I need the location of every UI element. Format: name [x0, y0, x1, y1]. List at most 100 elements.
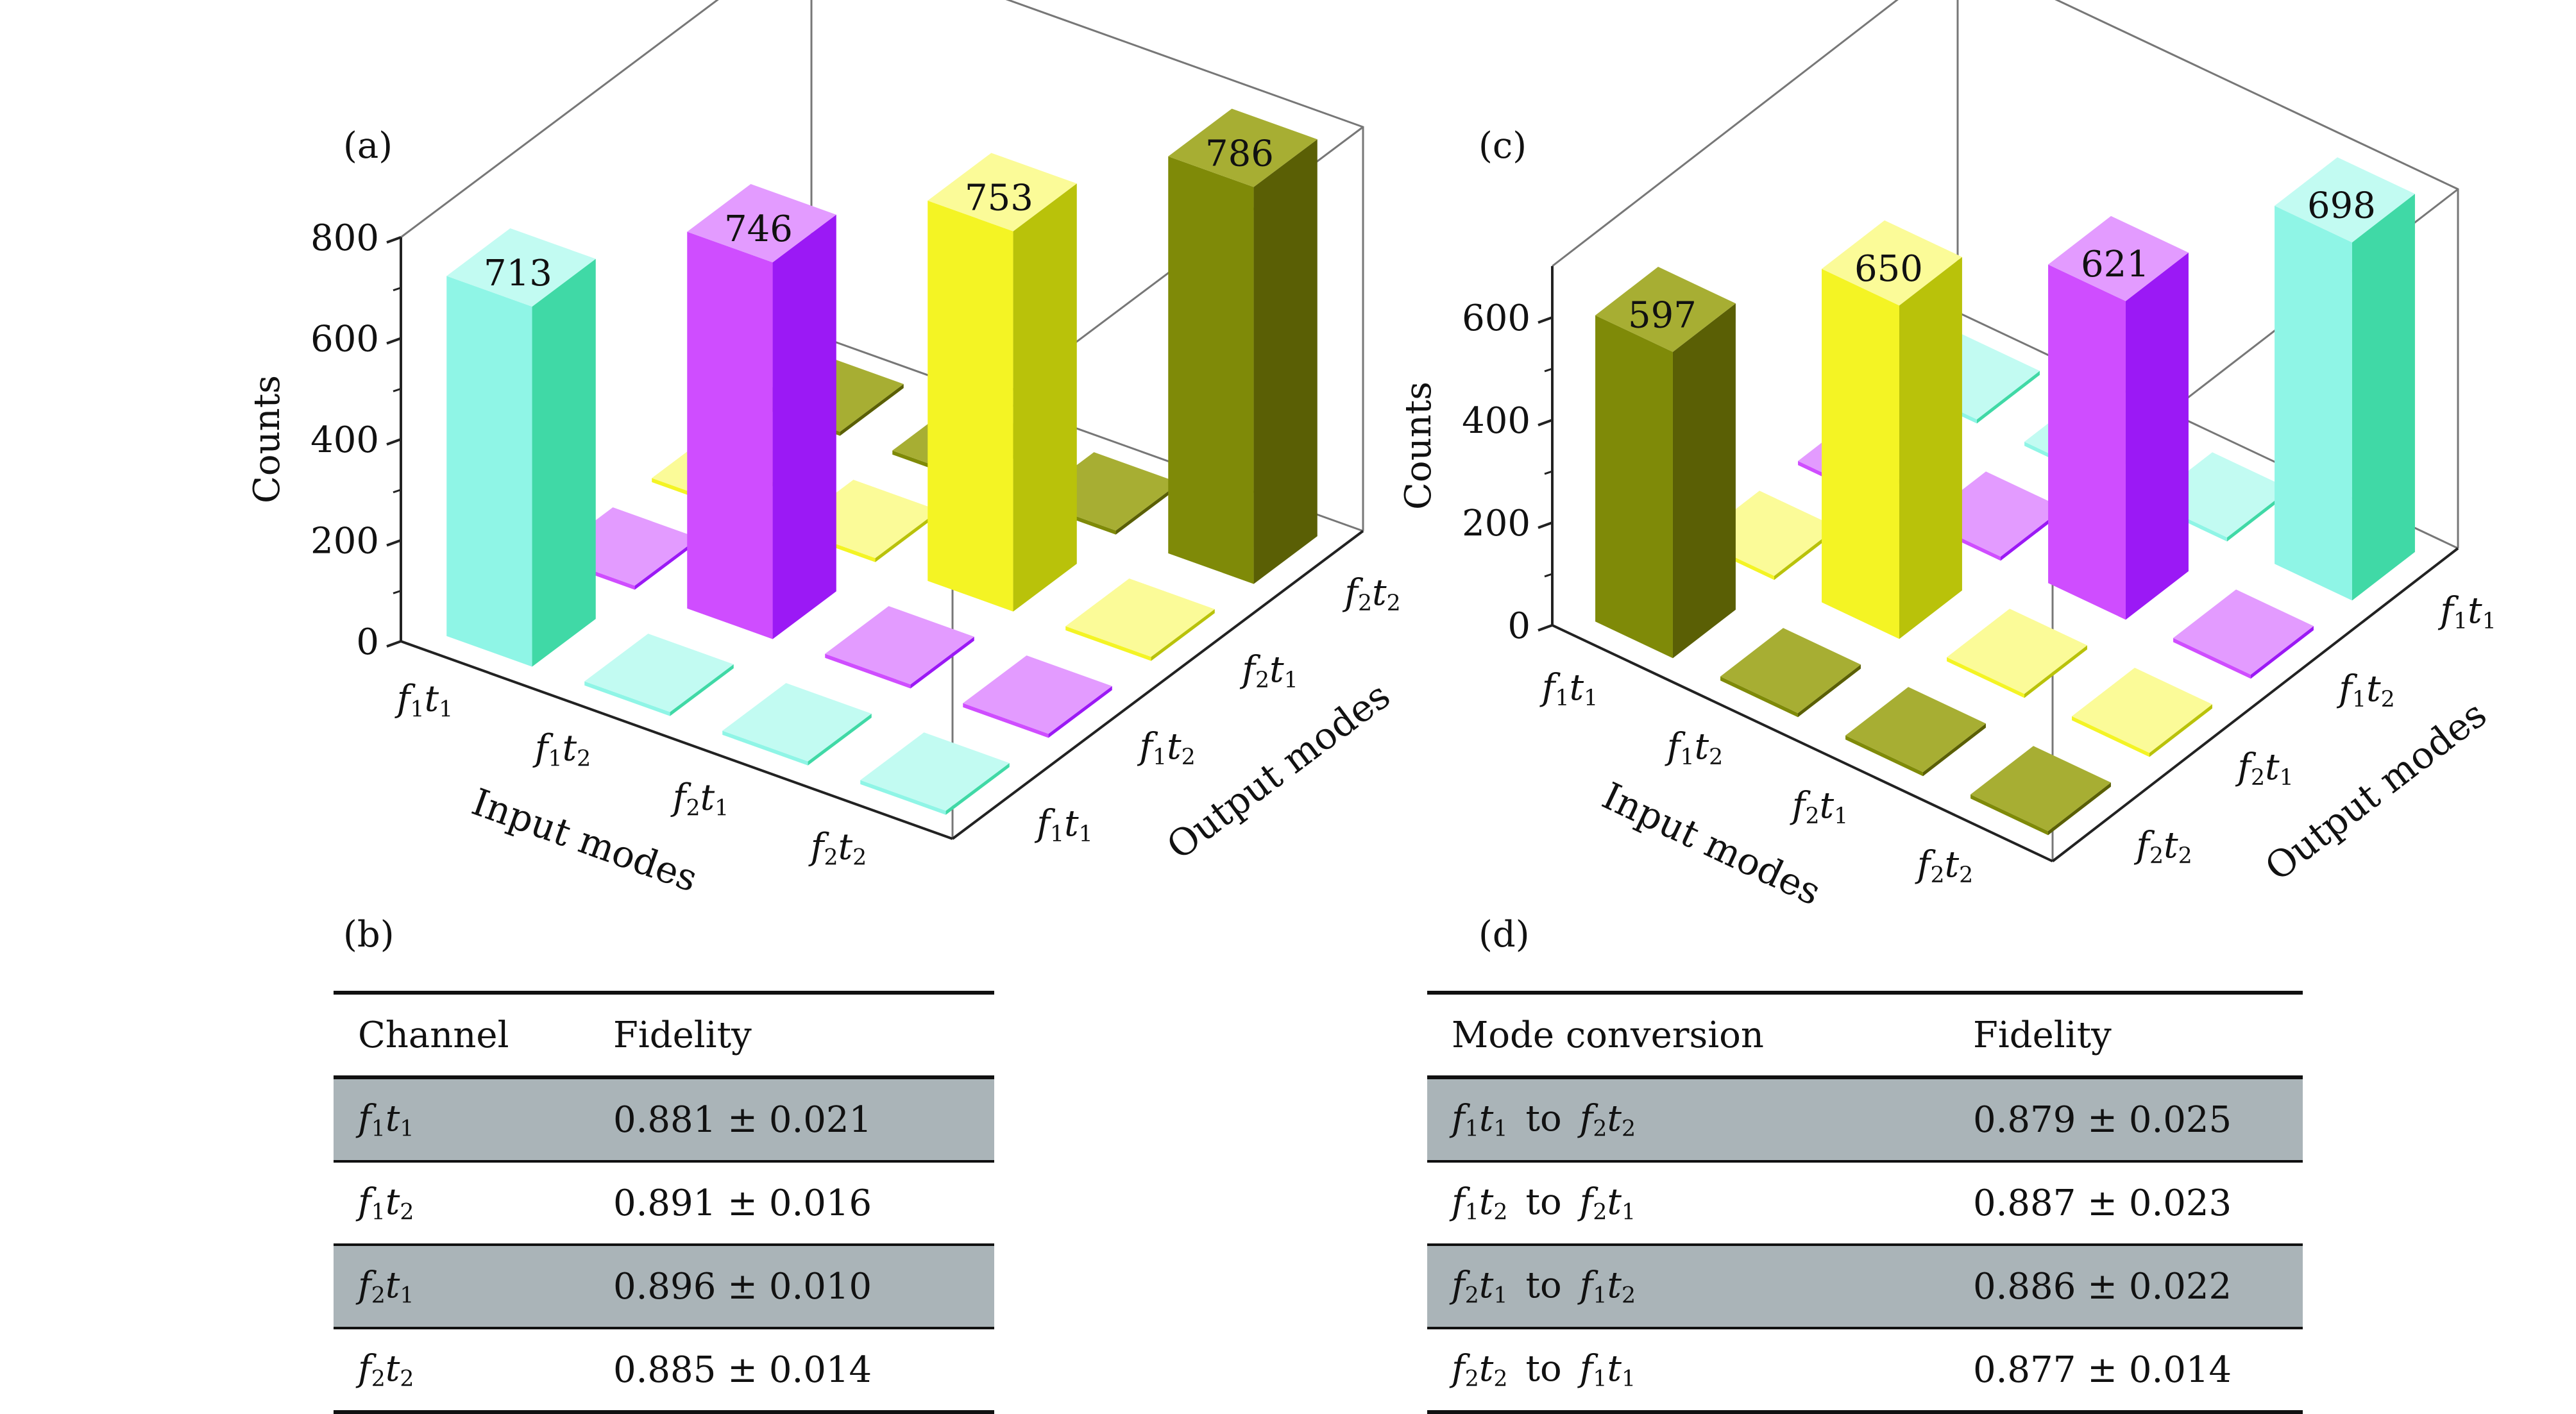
z-tick-label: 600 [1462, 298, 1530, 339]
bar-small [1947, 609, 2087, 698]
z-minor-tick [1544, 367, 1553, 373]
bar-side-face [2024, 645, 2087, 698]
from-mode: f2t1 [1452, 1264, 1508, 1309]
output-tick-label: f2t2 [1342, 572, 1400, 616]
bar-front-face [2072, 716, 2149, 757]
bar-side-face [2149, 704, 2212, 757]
input-tick-label: f1t2 [532, 728, 591, 772]
bar-top-face [1845, 687, 1986, 772]
bar-front-face [1970, 794, 2048, 836]
bar-side-face [1774, 527, 1837, 580]
bar-value-label: 786 [1205, 133, 1274, 175]
bar-side-face [2125, 252, 2189, 620]
z-tick [386, 438, 402, 446]
input-axis [400, 640, 953, 840]
bar-front-face [2048, 264, 2126, 620]
bar-side-face [1797, 664, 1861, 718]
top-edge [1552, 0, 1899, 267]
mode-conversion-cell: f1t1 to f2t2 [1427, 1077, 1949, 1163]
bar-top-face [1168, 108, 1318, 187]
bar-side-face [1253, 139, 1318, 584]
bar-top-face [2173, 589, 2314, 675]
fidelity-cell: 0.885 ± 0.014 [589, 1328, 994, 1414]
bar-top-face [1822, 220, 1962, 306]
panel-label-b: (b) [343, 914, 394, 955]
channel-cell: f2t2 [334, 1328, 589, 1414]
bar-value-label: 650 [1854, 248, 1923, 290]
bar-small [584, 634, 734, 716]
bar-small [860, 732, 1010, 815]
input-tick-label: f2t1 [1790, 785, 1848, 829]
to-mode: f2t2 [1579, 1097, 1636, 1142]
z-tick [386, 640, 402, 648]
chart-a-counts-3d: 0 200 400 600 800 Counts f1t1 f1t2 f2t1 f2t2 f1t1 f… [246, 0, 1401, 900]
bar-side-face [532, 258, 596, 667]
panel-label-c: (c) [1479, 125, 1527, 167]
z-tick [1538, 624, 1553, 632]
bar-tall: 650 [1822, 220, 1962, 639]
bar-side-face [2351, 194, 2415, 601]
bar-side-face [910, 636, 974, 689]
table-row: f1t2 0.891 ± 0.016 [334, 1161, 994, 1246]
bar-front-face [1845, 735, 1923, 777]
bar-top-face [1970, 746, 2111, 831]
bar-value-label: 621 [2081, 244, 2149, 285]
z-minor-tick [1544, 470, 1553, 475]
input-tick-label: f2t1 [670, 777, 729, 821]
bar-front-face [1822, 269, 1899, 639]
bar-top-face [963, 655, 1112, 734]
bar-value-label: 597 [1628, 294, 1697, 336]
z-tick [1538, 419, 1553, 426]
z-tick-label: 400 [1462, 400, 1530, 442]
bar-side-face [1013, 183, 1077, 612]
column-header-fidelity: Fidelity [589, 991, 994, 1079]
top-edge [400, 0, 719, 239]
z-tick [386, 337, 402, 345]
back-wall-frame [1956, 0, 2459, 548]
from-mode: f2t2 [1452, 1347, 1508, 1392]
z-axis-title: Counts [1398, 382, 1439, 510]
bar-front-face [1168, 156, 1254, 584]
table-row: f2t2 0.885 ± 0.014 [334, 1328, 994, 1414]
bar3d-charts: 0 200 400 600 800 Counts f1t1 f1t2 f2t1 f2t2 f1t1 f… [246, 0, 2496, 911]
chart-c-counts-3d: 0 200 400 600 Counts f1t1 f1t2 f2t1 f2t2 f2t2 f2t1… [1398, 0, 2496, 911]
to-word: to [1525, 1347, 1562, 1390]
bar-value-label: 698 [2307, 185, 2376, 227]
bar-side-face [945, 762, 1010, 815]
bar-front-face [928, 200, 1013, 612]
bar-front-face [963, 703, 1049, 738]
input-tick-label: f2t2 [1915, 844, 1973, 888]
bar-tall: 597 [1595, 267, 1736, 659]
bar-top-face [2072, 668, 2212, 753]
bar-side-face [875, 510, 939, 562]
z-tick [386, 236, 402, 244]
bar-small [1065, 578, 1215, 661]
output-tick-label: f1t2 [1137, 726, 1195, 770]
channel-cell: f2t1 [334, 1245, 589, 1329]
bar-side-face [1922, 723, 1986, 777]
bar-top-face [687, 183, 836, 263]
z-tick-label: 600 [310, 319, 379, 360]
output-axis [2051, 547, 2459, 863]
bar-top-face [1947, 609, 2087, 694]
bar-small [2173, 589, 2314, 679]
output-tick-label: f2t1 [2235, 746, 2293, 791]
bar-side-face [1976, 371, 2040, 424]
z-tick-label: 0 [1507, 605, 1530, 647]
fidelity-cell: 0.879 ± 0.025 [1949, 1077, 2303, 1163]
bar-top-face [1065, 578, 1215, 657]
column-header-mode-conversion: Mode conversion [1427, 991, 1949, 1079]
bar-front-face [1720, 676, 1798, 718]
bar-front-face [687, 231, 773, 639]
bar-side-face [1115, 482, 1180, 535]
bar-small [825, 606, 974, 689]
bar-side-face [840, 383, 904, 436]
bar-side-face [2047, 782, 2111, 836]
z-minor-tick [393, 387, 402, 392]
bar-side-face [1151, 609, 1215, 661]
output-axis [951, 530, 1364, 840]
fidelity-cell: 0.886 ± 0.022 [1949, 1245, 2303, 1329]
bar-value-label: 753 [965, 178, 1033, 219]
bar-side-face [2226, 489, 2290, 542]
bar-side-face [1048, 686, 1112, 738]
